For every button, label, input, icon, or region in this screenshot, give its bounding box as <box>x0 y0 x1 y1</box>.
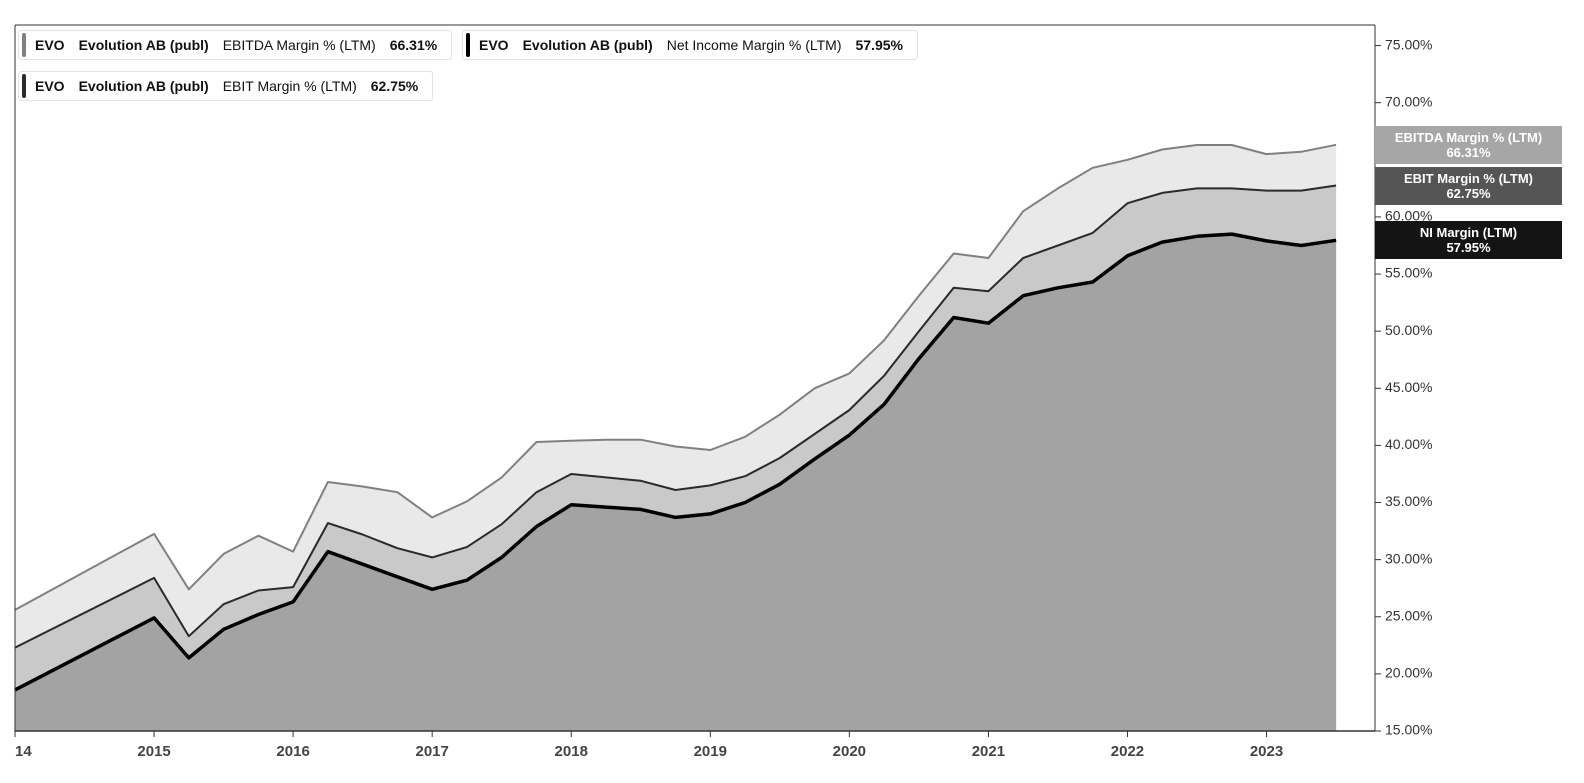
value-tag: EBIT Margin % (LTM) 62.75% <box>1375 166 1562 205</box>
legend-value: 66.31% <box>389 37 438 53</box>
value-tag-label: EBITDA Margin % (LTM) <box>1394 129 1543 145</box>
line <box>14 143 1337 611</box>
x-tick-label: 2020 <box>833 743 866 760</box>
legend-item[interactable]: EVO Evolution AB (publ) EBITDA Margin % … <box>18 30 453 60</box>
x-tick-label: 2016 <box>276 743 309 760</box>
y-tick-label: 20.00% <box>1385 665 1432 681</box>
x-tick-label: 2015 <box>137 743 170 760</box>
legend-item[interactable]: EVO Evolution AB (publ) EBIT Margin % (L… <box>18 71 434 101</box>
x-tick-label: 2017 <box>415 743 448 760</box>
value-tag-value: 57.95% <box>1446 240 1491 256</box>
legend-swatch <box>22 33 26 57</box>
x-tick-label: 2019 <box>694 743 727 760</box>
legend-ticker: EVO <box>479 37 509 53</box>
value-tag-value: 62.75% <box>1446 185 1491 201</box>
legend-ticker: EVO <box>35 78 65 94</box>
y-tick-label: 70.00% <box>1385 93 1432 109</box>
legend-swatch <box>466 33 470 57</box>
y-tick-label: 15.00% <box>1385 722 1432 738</box>
value-tag: EBITDA Margin % (LTM) 66.31% <box>1375 125 1562 164</box>
y-tick-label: 60.00% <box>1385 208 1432 224</box>
legend-item[interactable]: EVO Evolution AB (publ) Net Income Margi… <box>462 30 918 60</box>
legend-label: EBIT Margin % (LTM) <box>222 78 357 94</box>
legend-label: EBITDA Margin % (LTM) <box>222 37 376 53</box>
legend-value: 62.75% <box>370 78 419 94</box>
legend-value: 57.95% <box>855 37 903 53</box>
value-tag-value: 66.31% <box>1446 144 1491 160</box>
y-tick-label: 50.00% <box>1385 322 1432 338</box>
line <box>14 232 1337 692</box>
x-tick-label: 2022 <box>1111 743 1144 760</box>
y-tick-label: 25.00% <box>1385 607 1432 623</box>
x-tick-label: 14 <box>15 743 32 760</box>
line <box>14 184 1337 649</box>
legend-company: Evolution AB (publ) <box>78 37 209 53</box>
legend-swatch <box>22 74 26 98</box>
y-tick-label: 75.00% <box>1385 36 1432 52</box>
y-tick-label: 35.00% <box>1385 493 1432 509</box>
x-tick-label: 2021 <box>972 743 1005 760</box>
area <box>15 234 1337 731</box>
value-tag-label: NI Margin (LTM) <box>1419 225 1518 241</box>
x-tick-label: 2023 <box>1250 743 1283 760</box>
y-tick-label: 45.00% <box>1385 379 1432 395</box>
value-tag-label: EBIT Margin % (LTM) <box>1403 170 1534 186</box>
legend-company: Evolution AB (publ) <box>522 37 653 53</box>
legend-company: Evolution AB (publ) <box>78 78 209 94</box>
y-tick-label: 40.00% <box>1385 436 1432 452</box>
legend-label: Net Income Margin % (LTM) <box>666 37 842 53</box>
legend-ticker: EVO <box>35 37 65 53</box>
y-tick-label: 55.00% <box>1385 265 1432 281</box>
y-tick-label: 30.00% <box>1385 550 1432 566</box>
x-tick-label: 2018 <box>555 743 588 760</box>
value-tag: NI Margin (LTM) 57.95% <box>1375 221 1562 260</box>
